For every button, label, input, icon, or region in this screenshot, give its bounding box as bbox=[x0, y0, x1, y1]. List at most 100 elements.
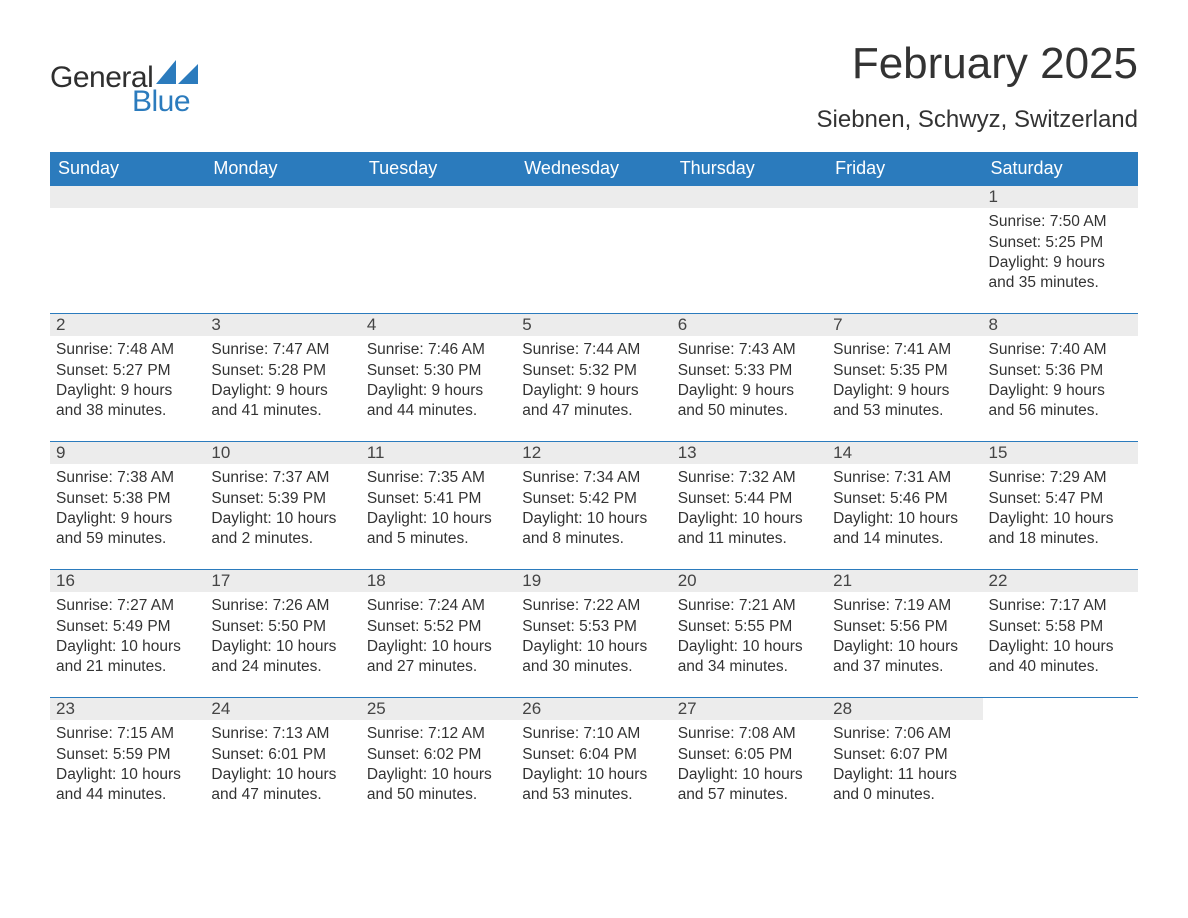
sunrise-text: Sunrise: 7:35 AM bbox=[367, 468, 510, 488]
day-number: 22 bbox=[983, 569, 1138, 592]
day-number: 26 bbox=[516, 697, 671, 720]
day-details: Sunrise: 7:48 AMSunset: 5:27 PMDaylight:… bbox=[50, 336, 205, 427]
day-details: Sunrise: 7:15 AMSunset: 5:59 PMDaylight:… bbox=[50, 720, 205, 811]
sunset-text: Sunset: 5:52 PM bbox=[367, 617, 510, 637]
sunset-text: Sunset: 5:38 PM bbox=[56, 489, 199, 509]
daylight-text: Daylight: 10 hours and 57 minutes. bbox=[678, 765, 821, 805]
sunset-text: Sunset: 6:05 PM bbox=[678, 745, 821, 765]
day-details: Sunrise: 7:22 AMSunset: 5:53 PMDaylight:… bbox=[516, 592, 671, 683]
day-details: Sunrise: 7:24 AMSunset: 5:52 PMDaylight:… bbox=[361, 592, 516, 683]
daylight-text: Daylight: 10 hours and 14 minutes. bbox=[833, 509, 976, 549]
day-details: Sunrise: 7:13 AMSunset: 6:01 PMDaylight:… bbox=[205, 720, 360, 811]
day-details: Sunrise: 7:41 AMSunset: 5:35 PMDaylight:… bbox=[827, 336, 982, 427]
sunset-text: Sunset: 6:04 PM bbox=[522, 745, 665, 765]
weekday-header: Wednesday bbox=[516, 152, 671, 185]
calendar-day-cell: 25Sunrise: 7:12 AMSunset: 6:02 PMDayligh… bbox=[361, 697, 516, 825]
daylight-text: Daylight: 10 hours and 2 minutes. bbox=[211, 509, 354, 549]
day-number: 16 bbox=[50, 569, 205, 592]
calendar-week-row: 23Sunrise: 7:15 AMSunset: 5:59 PMDayligh… bbox=[50, 697, 1138, 825]
sunset-text: Sunset: 5:32 PM bbox=[522, 361, 665, 381]
calendar-day-cell bbox=[827, 185, 982, 313]
sunrise-text: Sunrise: 7:19 AM bbox=[833, 596, 976, 616]
calendar-day-cell: 18Sunrise: 7:24 AMSunset: 5:52 PMDayligh… bbox=[361, 569, 516, 697]
day-details: Sunrise: 7:44 AMSunset: 5:32 PMDaylight:… bbox=[516, 336, 671, 427]
day-number bbox=[983, 697, 1138, 720]
calendar-day-cell: 11Sunrise: 7:35 AMSunset: 5:41 PMDayligh… bbox=[361, 441, 516, 569]
day-number bbox=[516, 185, 671, 208]
calendar-week-row: 9Sunrise: 7:38 AMSunset: 5:38 PMDaylight… bbox=[50, 441, 1138, 569]
daylight-text: Daylight: 10 hours and 44 minutes. bbox=[56, 765, 199, 805]
weekday-header: Sunday bbox=[50, 152, 205, 185]
day-number: 2 bbox=[50, 313, 205, 336]
daylight-text: Daylight: 9 hours and 35 minutes. bbox=[989, 253, 1132, 293]
day-number: 5 bbox=[516, 313, 671, 336]
day-details: Sunrise: 7:50 AMSunset: 5:25 PMDaylight:… bbox=[983, 208, 1138, 299]
sunset-text: Sunset: 5:30 PM bbox=[367, 361, 510, 381]
day-number: 20 bbox=[672, 569, 827, 592]
sunrise-text: Sunrise: 7:29 AM bbox=[989, 468, 1132, 488]
day-number: 21 bbox=[827, 569, 982, 592]
sunset-text: Sunset: 5:59 PM bbox=[56, 745, 199, 765]
header: General Blue February 2025 Siebnen, Schw… bbox=[50, 40, 1138, 134]
day-details: Sunrise: 7:40 AMSunset: 5:36 PMDaylight:… bbox=[983, 336, 1138, 427]
day-details: Sunrise: 7:08 AMSunset: 6:05 PMDaylight:… bbox=[672, 720, 827, 811]
daylight-text: Daylight: 10 hours and 34 minutes. bbox=[678, 637, 821, 677]
day-details: Sunrise: 7:29 AMSunset: 5:47 PMDaylight:… bbox=[983, 464, 1138, 555]
sunset-text: Sunset: 6:07 PM bbox=[833, 745, 976, 765]
daylight-text: Daylight: 10 hours and 27 minutes. bbox=[367, 637, 510, 677]
day-details: Sunrise: 7:10 AMSunset: 6:04 PMDaylight:… bbox=[516, 720, 671, 811]
calendar-header-row: SundayMondayTuesdayWednesdayThursdayFrid… bbox=[50, 152, 1138, 185]
sunset-text: Sunset: 5:56 PM bbox=[833, 617, 976, 637]
daylight-text: Daylight: 10 hours and 24 minutes. bbox=[211, 637, 354, 677]
calendar-day-cell: 8Sunrise: 7:40 AMSunset: 5:36 PMDaylight… bbox=[983, 313, 1138, 441]
day-number bbox=[361, 185, 516, 208]
daylight-text: Daylight: 10 hours and 53 minutes. bbox=[522, 765, 665, 805]
calendar-day-cell: 27Sunrise: 7:08 AMSunset: 6:05 PMDayligh… bbox=[672, 697, 827, 825]
sunrise-text: Sunrise: 7:50 AM bbox=[989, 212, 1132, 232]
day-number: 9 bbox=[50, 441, 205, 464]
sunset-text: Sunset: 5:33 PM bbox=[678, 361, 821, 381]
daylight-text: Daylight: 9 hours and 38 minutes. bbox=[56, 381, 199, 421]
day-details: Sunrise: 7:27 AMSunset: 5:49 PMDaylight:… bbox=[50, 592, 205, 683]
calendar-day-cell bbox=[672, 185, 827, 313]
calendar-day-cell: 22Sunrise: 7:17 AMSunset: 5:58 PMDayligh… bbox=[983, 569, 1138, 697]
sunrise-text: Sunrise: 7:08 AM bbox=[678, 724, 821, 744]
calendar-day-cell: 1Sunrise: 7:50 AMSunset: 5:25 PMDaylight… bbox=[983, 185, 1138, 313]
daylight-text: Daylight: 10 hours and 50 minutes. bbox=[367, 765, 510, 805]
day-number: 28 bbox=[827, 697, 982, 720]
page-title: February 2025 bbox=[817, 40, 1139, 88]
daylight-text: Daylight: 10 hours and 11 minutes. bbox=[678, 509, 821, 549]
calendar-day-cell: 12Sunrise: 7:34 AMSunset: 5:42 PMDayligh… bbox=[516, 441, 671, 569]
sunset-text: Sunset: 5:27 PM bbox=[56, 361, 199, 381]
daylight-text: Daylight: 9 hours and 41 minutes. bbox=[211, 381, 354, 421]
day-number: 12 bbox=[516, 441, 671, 464]
day-details: Sunrise: 7:17 AMSunset: 5:58 PMDaylight:… bbox=[983, 592, 1138, 683]
day-number bbox=[50, 185, 205, 208]
sunset-text: Sunset: 5:25 PM bbox=[989, 233, 1132, 253]
daylight-text: Daylight: 10 hours and 30 minutes. bbox=[522, 637, 665, 677]
sunrise-text: Sunrise: 7:13 AM bbox=[211, 724, 354, 744]
weekday-header: Thursday bbox=[672, 152, 827, 185]
sunset-text: Sunset: 5:46 PM bbox=[833, 489, 976, 509]
day-details: Sunrise: 7:35 AMSunset: 5:41 PMDaylight:… bbox=[361, 464, 516, 555]
daylight-text: Daylight: 9 hours and 56 minutes. bbox=[989, 381, 1132, 421]
day-number: 25 bbox=[361, 697, 516, 720]
calendar-day-cell: 23Sunrise: 7:15 AMSunset: 5:59 PMDayligh… bbox=[50, 697, 205, 825]
sunset-text: Sunset: 5:47 PM bbox=[989, 489, 1132, 509]
calendar-day-cell: 13Sunrise: 7:32 AMSunset: 5:44 PMDayligh… bbox=[672, 441, 827, 569]
sunset-text: Sunset: 5:55 PM bbox=[678, 617, 821, 637]
calendar-day-cell: 17Sunrise: 7:26 AMSunset: 5:50 PMDayligh… bbox=[205, 569, 360, 697]
sunrise-text: Sunrise: 7:32 AM bbox=[678, 468, 821, 488]
day-details: Sunrise: 7:46 AMSunset: 5:30 PMDaylight:… bbox=[361, 336, 516, 427]
day-number: 27 bbox=[672, 697, 827, 720]
day-number: 18 bbox=[361, 569, 516, 592]
sunset-text: Sunset: 5:50 PM bbox=[211, 617, 354, 637]
calendar-day-cell: 19Sunrise: 7:22 AMSunset: 5:53 PMDayligh… bbox=[516, 569, 671, 697]
calendar-day-cell: 9Sunrise: 7:38 AMSunset: 5:38 PMDaylight… bbox=[50, 441, 205, 569]
sunrise-text: Sunrise: 7:44 AM bbox=[522, 340, 665, 360]
sunset-text: Sunset: 6:01 PM bbox=[211, 745, 354, 765]
sunset-text: Sunset: 5:49 PM bbox=[56, 617, 199, 637]
sunrise-text: Sunrise: 7:10 AM bbox=[522, 724, 665, 744]
calendar-day-cell: 4Sunrise: 7:46 AMSunset: 5:30 PMDaylight… bbox=[361, 313, 516, 441]
day-number: 3 bbox=[205, 313, 360, 336]
